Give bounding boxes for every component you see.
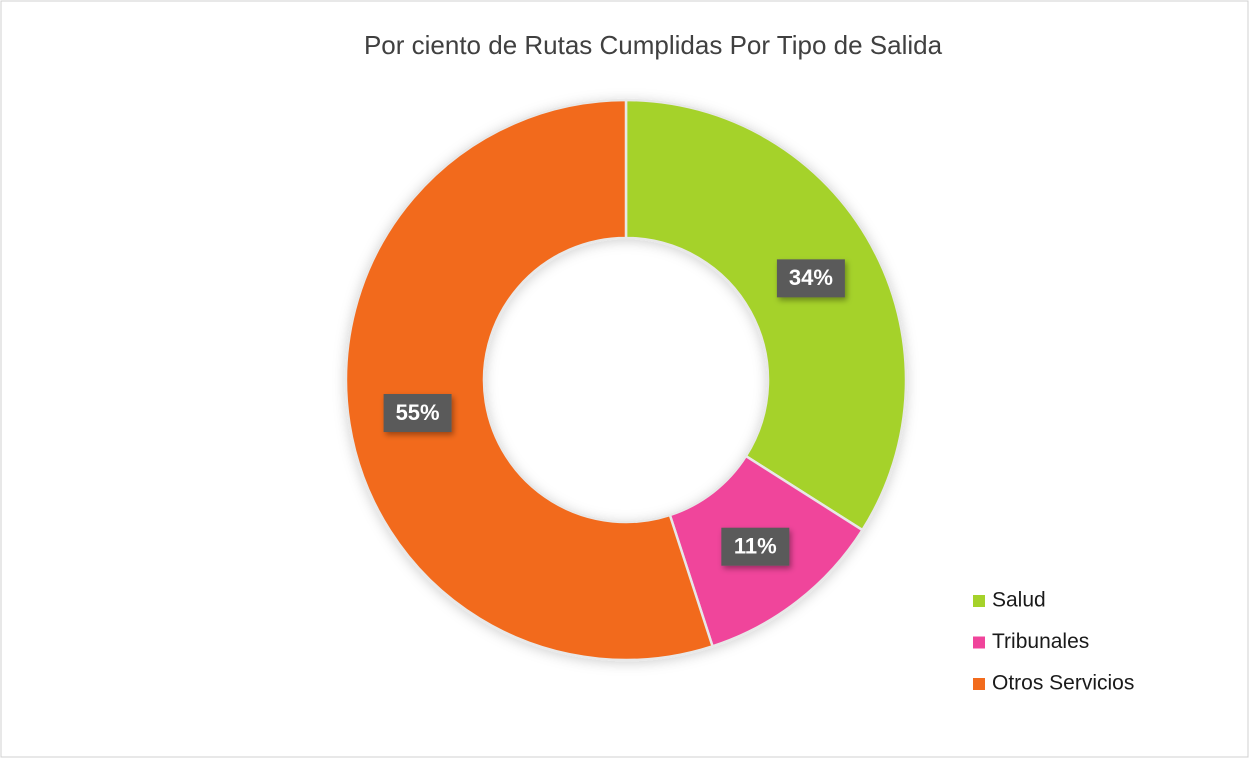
legend-label: Salud [992,589,1046,612]
data-labels: 34% 11% 55% [383,259,845,566]
data-label-box [383,394,452,433]
data-label: 34% [789,265,833,290]
legend-swatch [973,636,985,649]
legend-swatch [973,678,985,690]
data-label: 55% [396,400,440,425]
data-label-box [721,527,790,566]
legend: Salud Tribunales Otros Servicios [973,589,1134,695]
data-label-box [776,259,845,298]
legend-label: Tribunales [992,630,1089,653]
legend-label: Otros Servicios [992,672,1134,695]
donut-slice [624,98,908,532]
legend-swatch [973,595,985,607]
data-label: 11% [734,534,777,559]
donut-slice [344,98,715,662]
chart-title: Por ciento de Rutas Cumplidas Por Tipo d… [364,30,943,60]
